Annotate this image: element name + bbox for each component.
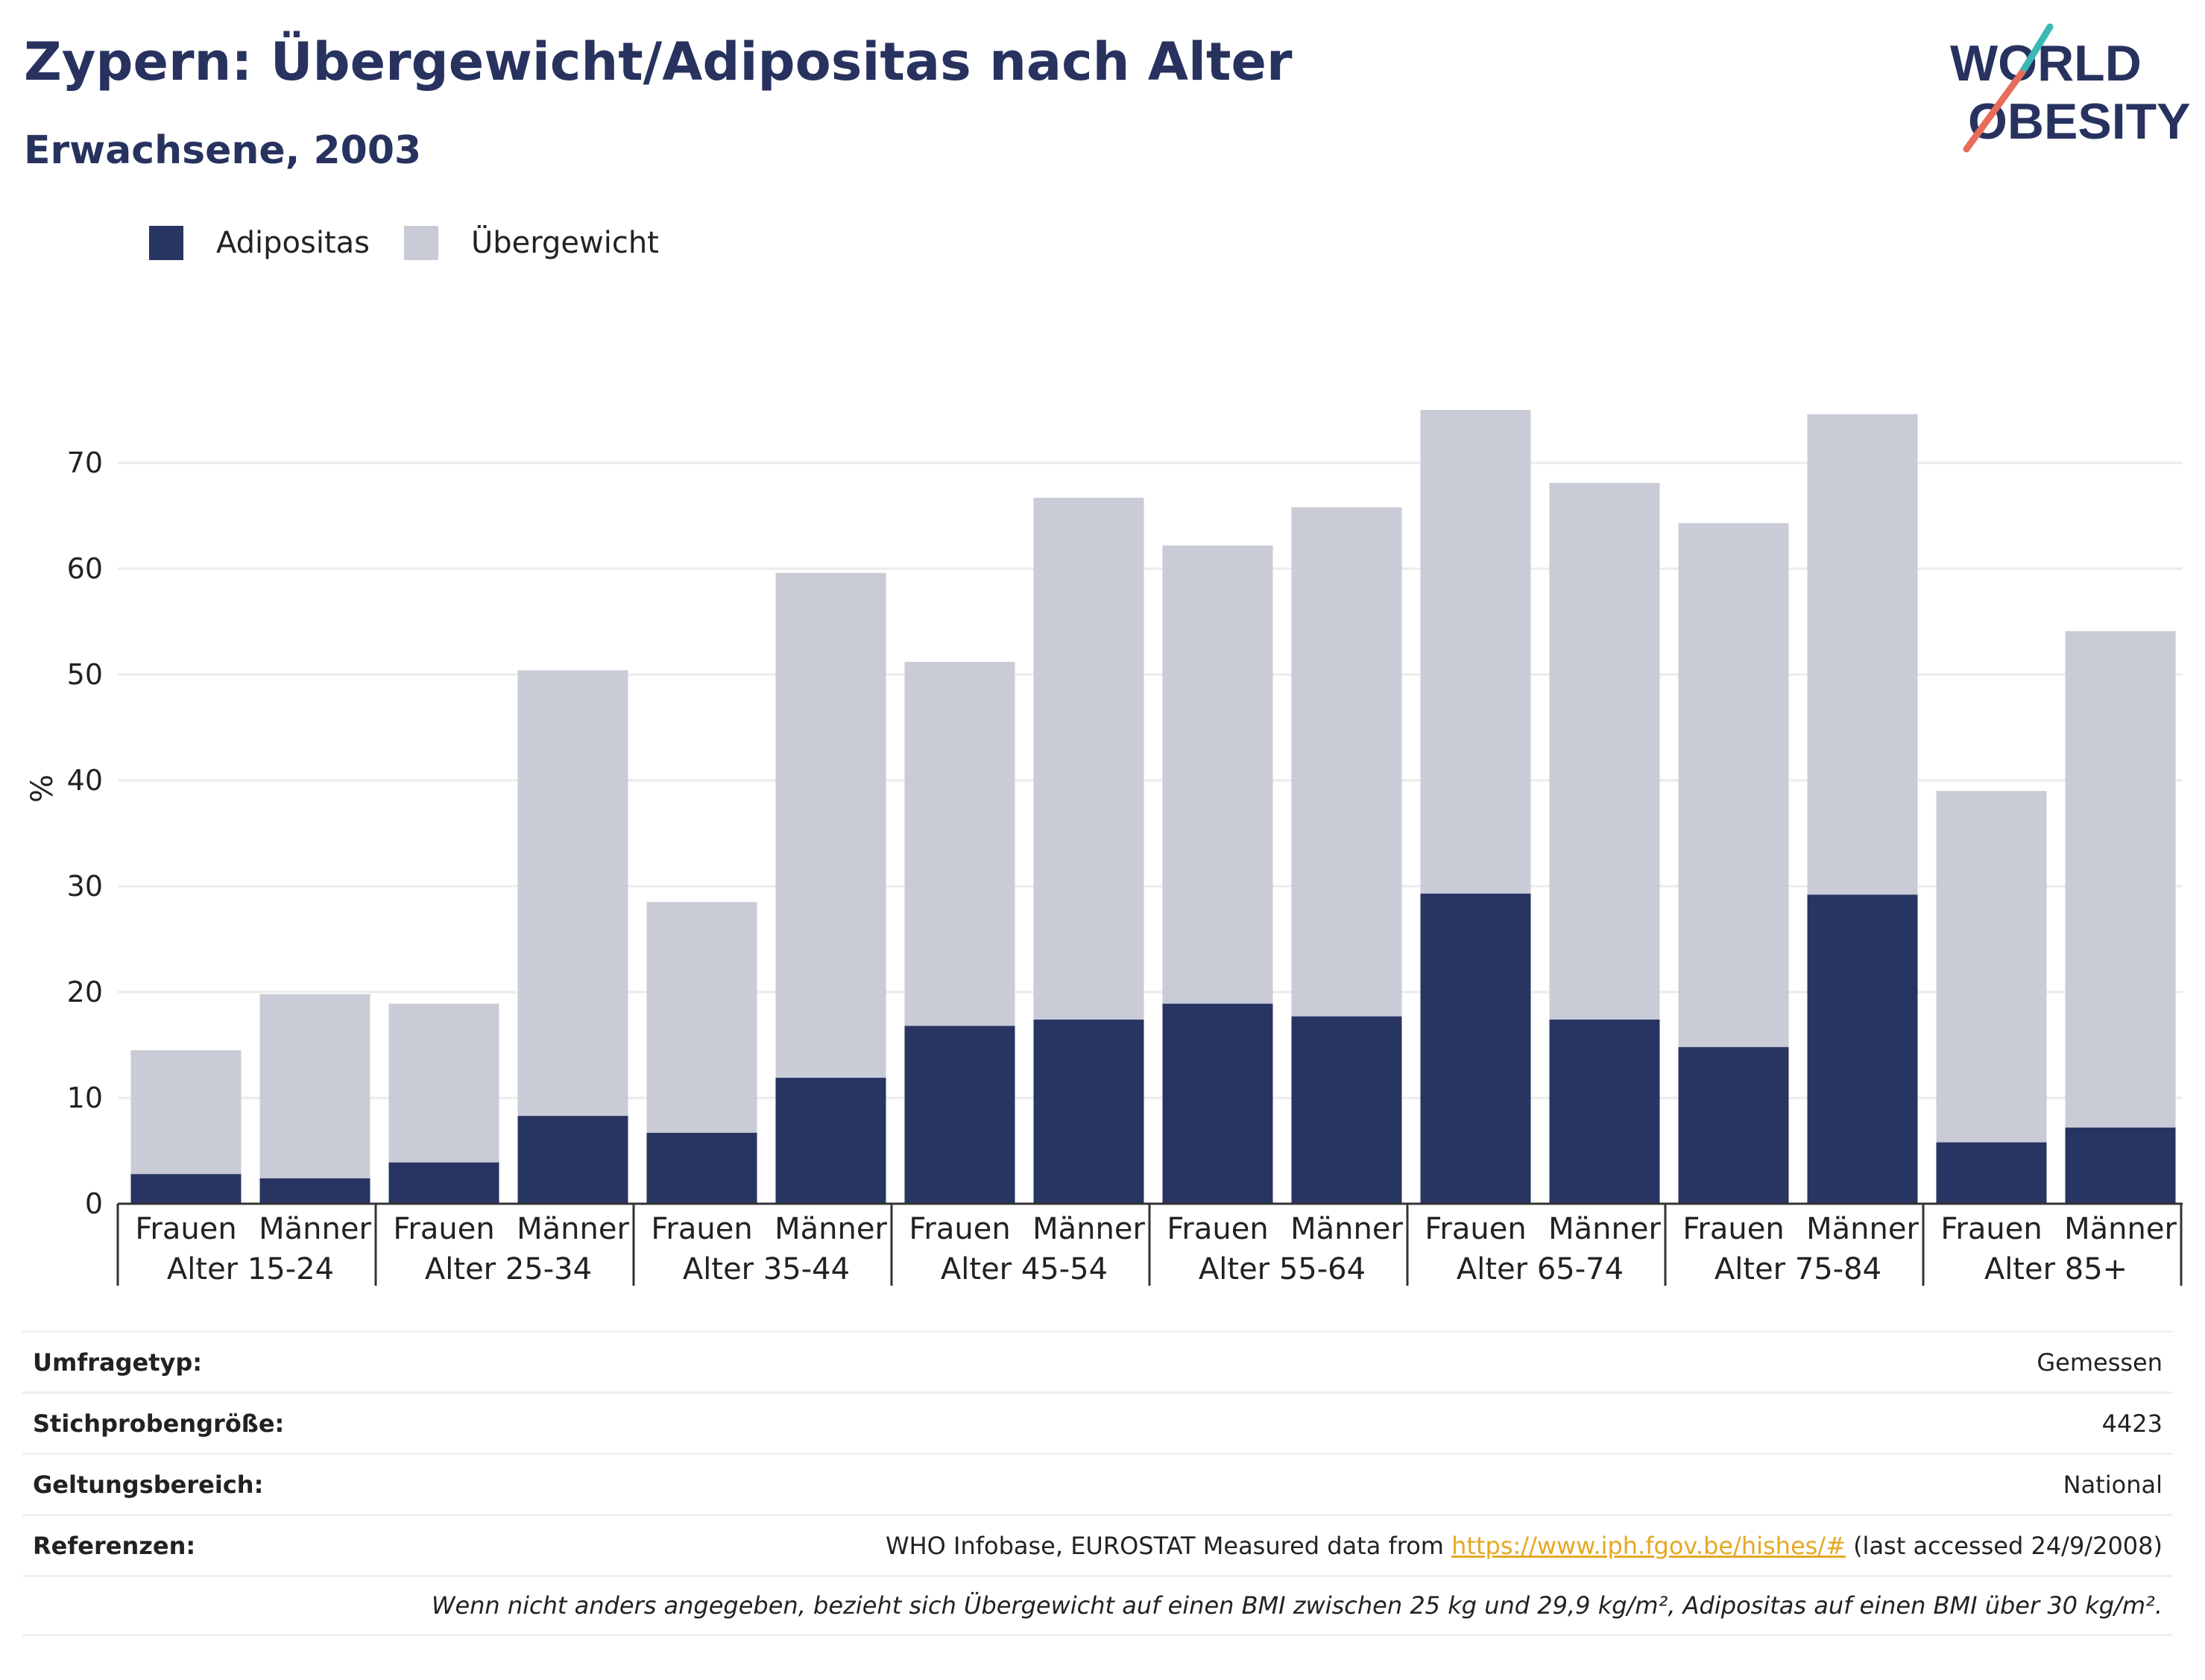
bar-adipositas-alter-65-74-männer: [1549, 1019, 1660, 1204]
group-label: Alter 35-44: [683, 1252, 850, 1286]
x-tick-label-alter-45-54-frauen: Frauen: [909, 1212, 1010, 1246]
y-tick-label: 20: [67, 976, 103, 1008]
bar-uebergewicht-alter-15-24-frauen: [130, 1050, 242, 1175]
x-tick-label-alter-45-54-männer: Männer: [1032, 1212, 1145, 1246]
bar-adipositas-alter-55-64-männer: [1291, 1016, 1402, 1204]
references-link[interactable]: https://www.iph.fgov.be/hishes/#: [1451, 1531, 1846, 1560]
bar-uebergewicht-alter-65-74-männer: [1549, 482, 1660, 1020]
y-tick-label: 60: [67, 552, 103, 585]
legend: Adipositas Übergewicht: [149, 221, 693, 265]
bar-uebergewicht-alter-55-64-frauen: [1162, 545, 1273, 1004]
bar-uebergewicht-alter-75-84-männer: [1807, 414, 1918, 895]
bar-uebergewicht-alter-45-54-männer: [1033, 497, 1144, 1020]
y-axis-label: %: [25, 774, 60, 803]
group-label: Alter 75-84: [1715, 1252, 1881, 1286]
info-row-survey-type: Umfragetyp: Gemessen: [22, 1330, 2173, 1392]
x-tick-label-alter-15-24-frauen: Frauen: [135, 1212, 236, 1246]
group-label: Alter 55-64: [1199, 1252, 1366, 1286]
info-row-scope: Geltungsbereich: National: [22, 1453, 2173, 1514]
x-tick-label-alter-55-64-männer: Männer: [1290, 1212, 1403, 1246]
legend-item-adipositas[interactable]: Adipositas: [149, 226, 370, 260]
scope-value: National: [2063, 1470, 2163, 1499]
y-tick-label: 10: [67, 1081, 103, 1114]
legend-label-uebergewicht: Übergewicht: [471, 226, 659, 260]
group-label: Alter 15-24: [167, 1252, 334, 1286]
scope-label: Geltungsbereich:: [33, 1470, 264, 1499]
logo-slash-coral: [1963, 69, 2025, 153]
legend-item-uebergewicht[interactable]: Übergewicht: [404, 226, 659, 260]
survey-type-label: Umfragetyp:: [33, 1348, 203, 1377]
bar-adipositas-alter-15-24-frauen: [130, 1174, 242, 1204]
chart-subtitle: Erwachsene, 2003: [24, 128, 422, 173]
x-tick-label-alter-55-64-frauen: Frauen: [1167, 1212, 1268, 1246]
x-tick-label-alter-85plus-frauen: Frauen: [1940, 1212, 2042, 1246]
chart-title: Zypern: Übergewicht/Adipositas nach Alte…: [24, 31, 1293, 92]
bar-adipositas-alter-45-54-frauen: [904, 1026, 1015, 1204]
legend-label-adipositas: Adipositas: [216, 226, 370, 260]
bar-uebergewicht-alter-45-54-frauen: [904, 661, 1015, 1026]
references-label: Referenzen:: [33, 1531, 196, 1560]
bar-uebergewicht-alter-15-24-männer: [259, 994, 370, 1178]
sample-size-value: 4423: [2101, 1409, 2163, 1438]
bar-adipositas-alter-35-44-frauen: [646, 1132, 757, 1204]
references-prefix: WHO Infobase, EUROSTAT Measured data fro…: [885, 1531, 1452, 1560]
x-tick-label-alter-25-34-frauen: Frauen: [393, 1212, 494, 1246]
bar-adipositas-alter-25-34-männer: [517, 1116, 628, 1204]
references-suffix: (last accessed 24/9/2008): [1845, 1531, 2163, 1560]
bar-adipositas-alter-15-24-männer: [259, 1178, 370, 1204]
info-row-references: Referenzen: WHO Infobase, EUROSTAT Measu…: [22, 1514, 2173, 1575]
bar-adipositas-alter-75-84-frauen: [1678, 1046, 1789, 1204]
bar-adipositas-alter-85plus-männer: [2065, 1127, 2176, 1204]
bar-uebergewicht-alter-55-64-männer: [1291, 507, 1402, 1017]
bar-uebergewicht-alter-35-44-männer: [775, 572, 886, 1079]
logo-line1: WORLD: [1950, 35, 2142, 92]
legend-swatch-adipositas: [149, 226, 183, 260]
bar-adipositas-alter-45-54-männer: [1033, 1019, 1144, 1204]
bar-uebergewicht-alter-85plus-männer: [2065, 631, 2176, 1128]
x-tick-label-alter-75-84-frauen: Frauen: [1682, 1212, 1784, 1246]
legend-swatch-uebergewicht: [404, 226, 439, 260]
references-value: WHO Infobase, EUROSTAT Measured data fro…: [886, 1532, 2163, 1560]
y-tick-label: 70: [67, 446, 103, 479]
group-label: Alter 25-34: [425, 1252, 592, 1286]
bar-uebergewicht-alter-85plus-frauen: [1936, 791, 2047, 1143]
bar-uebergewicht-alter-65-74-frauen: [1420, 410, 1531, 894]
survey-type-value: Gemessen: [2037, 1348, 2163, 1377]
logo-slash-teal: [2018, 23, 2054, 77]
info-table: Umfragetyp: Gemessen Stichprobengröße: 4…: [22, 1330, 2173, 1636]
bar-adipositas-alter-25-34-frauen: [388, 1162, 499, 1204]
bar-uebergewicht-alter-25-34-männer: [517, 670, 628, 1117]
x-tick-label-alter-35-44-männer: Männer: [775, 1212, 887, 1246]
bar-uebergewicht-alter-25-34-frauen: [388, 1003, 499, 1163]
world-obesity-logo: WORLD OBESITY: [1950, 23, 2191, 153]
group-label: Alter 85+: [1984, 1252, 2127, 1286]
bar-uebergewicht-alter-35-44-frauen: [646, 902, 757, 1133]
x-tick-label-alter-35-44-frauen: Frauen: [651, 1212, 752, 1246]
y-tick-label: 0: [85, 1187, 103, 1220]
x-tick-label-alter-85plus-männer: Männer: [2064, 1212, 2177, 1246]
info-row-sample-size: Stichprobengröße: 4423: [22, 1392, 2173, 1453]
x-tick-label-alter-65-74-männer: Männer: [1548, 1212, 1661, 1246]
x-tick-label-alter-65-74-frauen: Frauen: [1425, 1212, 1526, 1246]
bar-chart: 0 10 20 30 40 50 60 70% Frauen Männer Alter 15-24 F…: [25, 410, 2183, 1286]
logo-line2: OBESITY: [1968, 93, 2191, 150]
sample-size-label: Stichprobengröße:: [33, 1409, 285, 1438]
bar-adipositas-alter-85plus-frauen: [1936, 1142, 2047, 1204]
bar-adipositas-alter-65-74-frauen: [1420, 893, 1531, 1204]
bar-adipositas-alter-75-84-männer: [1807, 894, 1918, 1204]
x-tick-label-alter-15-24-männer: Männer: [259, 1212, 371, 1246]
bar-uebergewicht-alter-75-84-frauen: [1678, 522, 1789, 1047]
group-label: Alter 45-54: [941, 1252, 1108, 1286]
info-row-note: Wenn nicht anders angegeben, bezieht sic…: [22, 1575, 2173, 1636]
bar-adipositas-alter-35-44-männer: [775, 1078, 886, 1204]
y-tick-label: 40: [67, 764, 103, 797]
y-tick-label: 30: [67, 870, 103, 903]
y-tick-label: 50: [67, 658, 103, 691]
x-tick-label-alter-75-84-männer: Männer: [1806, 1212, 1919, 1246]
bar-adipositas-alter-55-64-frauen: [1162, 1003, 1273, 1204]
x-tick-label-alter-25-34-männer: Männer: [517, 1212, 629, 1246]
bmi-note: Wenn nicht anders angegeben, bezieht sic…: [431, 1591, 2163, 1620]
group-label: Alter 65-74: [1457, 1252, 1624, 1286]
